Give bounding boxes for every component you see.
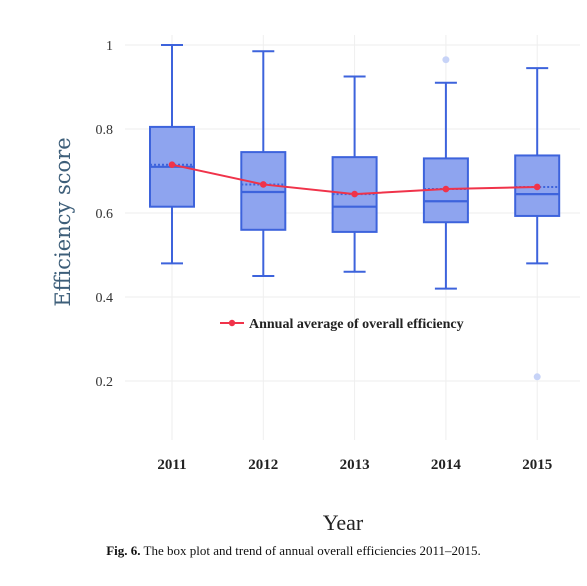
x-tick-label: 2015: [522, 457, 552, 473]
figure-caption: Fig. 6. The box plot and trend of annual…: [0, 543, 587, 559]
box-2013: [331, 75, 378, 273]
box-plots: [149, 44, 561, 381]
trend-point: [260, 181, 267, 188]
grid-lines: [125, 35, 580, 440]
x-tick-label: 2014: [431, 457, 462, 473]
caption-label: Fig. 6.: [106, 543, 141, 558]
legend-entry-annual-average: Annual average of overall efficiency: [249, 317, 464, 332]
trend-point: [442, 185, 450, 193]
y-tick-label: 0.6: [96, 207, 114, 222]
trend-point: [168, 161, 176, 168]
y-tick-label: 0.8: [96, 123, 114, 138]
y-axis-ticks: 0.2 0.4 0.6 0.8 1: [96, 39, 114, 390]
trend-point: [533, 183, 541, 191]
x-tick-label: 2013: [340, 457, 370, 473]
trend-series: [168, 161, 541, 198]
y-tick-label: 0.2: [96, 375, 114, 390]
x-tick-label: 2011: [157, 457, 186, 473]
caption-text: The box plot and trend of annual overall…: [140, 543, 481, 558]
box-2012: [240, 50, 287, 277]
legend: Annual average of overall efficiency: [220, 317, 464, 332]
x-tick-label: 2012: [248, 457, 278, 473]
outlier-point: [533, 373, 541, 381]
box-2011: [149, 44, 195, 265]
box-2014: [422, 56, 469, 290]
y-axis-label: Efficiency score: [51, 137, 75, 306]
x-axis-label: Year: [323, 510, 364, 535]
legend-marker-swatch: [228, 319, 236, 327]
y-tick-label: 0.4: [96, 291, 114, 306]
y-tick-label: 1: [106, 39, 113, 54]
trend-point: [351, 190, 358, 198]
x-axis-ticks: 2011 2012 2013 2014 2015: [157, 457, 552, 473]
outlier-point: [442, 56, 450, 64]
